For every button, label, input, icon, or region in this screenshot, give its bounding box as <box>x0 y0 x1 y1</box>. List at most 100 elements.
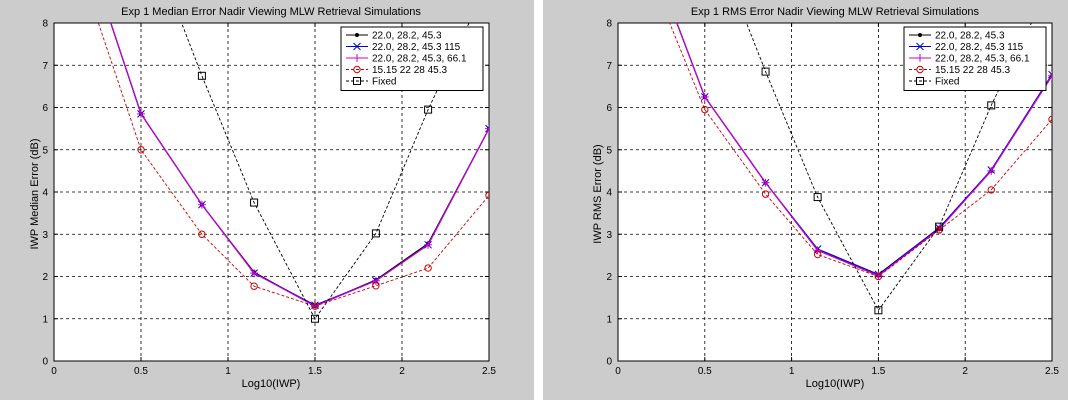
series-4 <box>745 23 1032 315</box>
data-point <box>197 71 206 80</box>
data-point <box>761 178 770 187</box>
tick-labels: 0 0.5 1 1.5 2 2.5 0 1 2 3 4 5 6 7 8 <box>606 19 1059 378</box>
marker-dot <box>918 33 922 37</box>
data-point <box>424 240 433 249</box>
data-point <box>250 282 258 290</box>
y-tick-label: 6 <box>42 103 48 114</box>
data-point <box>250 269 259 278</box>
marker-square <box>424 105 433 114</box>
marker-square <box>987 101 996 110</box>
marker-circle <box>916 65 924 74</box>
x-tick-label: 0.5 <box>698 366 712 377</box>
data-point <box>1048 115 1052 124</box>
legend-label: Fixed <box>935 77 959 88</box>
legend-item: 22.0, 28.2, 45.3 115 <box>346 42 461 53</box>
marker-x-stroke <box>353 42 361 51</box>
legend-label: 15.15 22 28 45.3 <box>372 65 448 76</box>
y-tick-label: 2 <box>42 272 48 283</box>
marker-x-stroke <box>1048 73 1052 79</box>
x-tick-label: 2.5 <box>482 366 496 377</box>
y-tick-label: 8 <box>606 19 612 30</box>
legend: 22.0, 28.2, 45.322.0, 28.2, 45.3 11522.0… <box>903 26 1047 91</box>
marker-x-stroke <box>485 127 489 133</box>
x-tick-label: 2 <box>399 366 405 377</box>
legend: 22.0, 28.2, 45.322.0, 28.2, 45.3 11522.0… <box>340 26 484 91</box>
marker-square <box>353 77 361 85</box>
data-point <box>987 101 996 110</box>
marker-x-stroke <box>485 124 489 130</box>
legend-label: 22.0, 28.2, 45.3, 66.1 <box>372 54 467 65</box>
legend-box <box>903 26 1047 91</box>
x-tick-label: 0 <box>615 366 621 377</box>
x-tick-label: 1 <box>789 366 795 377</box>
legend-label: 22.0, 28.2, 45.3 <box>935 31 1005 42</box>
data-point <box>987 186 995 194</box>
marker-dot <box>355 33 359 37</box>
x-tick-label: 0.5 <box>134 366 148 377</box>
legend-marker <box>355 33 359 37</box>
y-tick-label: 2 <box>606 272 612 283</box>
y-tick-label: 3 <box>606 230 612 241</box>
x-tick-label: 2.5 <box>1045 366 1059 377</box>
y-tick-label: 6 <box>606 103 612 114</box>
data-point <box>874 272 883 281</box>
y-tick-label: 4 <box>606 188 612 199</box>
rms-error-chart: Exp 1 RMS Error Nadir Viewing MLW Retrie… <box>592 6 1059 390</box>
legend-marker <box>918 33 922 37</box>
legend-marker <box>916 65 924 74</box>
series-line <box>669 23 1052 278</box>
data-point <box>424 264 432 272</box>
marker-square <box>311 314 319 323</box>
marker-square <box>916 77 924 85</box>
y-tick-label: 7 <box>42 61 48 72</box>
y-tick-label: 7 <box>606 61 612 72</box>
y-tick-label: 5 <box>42 145 48 156</box>
marker-circle <box>701 105 709 114</box>
marker-square <box>250 198 259 207</box>
series-line <box>110 23 489 307</box>
data-point <box>701 105 709 114</box>
series-layer <box>97 23 489 323</box>
legend-item: 15.15 22 28 45.3 <box>909 65 1011 76</box>
marker-circle <box>250 282 258 290</box>
chart-title: Exp 1 Median Error Nadir Viewing MLW Ret… <box>121 6 421 18</box>
y-tick-label: 0 <box>606 357 612 368</box>
legend-item: 15.15 22 28 45.3 <box>346 65 448 76</box>
marker-square <box>935 222 944 231</box>
legend-marker <box>916 54 924 62</box>
marker-square <box>197 71 206 80</box>
legend-item: 22.0, 28.2, 45.3 <box>346 31 442 42</box>
marker-circle <box>761 190 770 198</box>
data-point <box>761 190 770 198</box>
x-tick-label: 1.5 <box>871 366 885 377</box>
legend-item: 22.0, 28.2, 45.3 <box>909 31 1005 42</box>
legend-marker <box>353 77 361 85</box>
legend-marker <box>353 42 361 51</box>
legend-label: 15.15 22 28 45.3 <box>935 65 1011 76</box>
y-axis-label: IWP Median Error (dB) <box>29 138 41 249</box>
data-point <box>935 222 944 231</box>
legend-marker <box>353 54 361 62</box>
x-axis-label: Log10(IWP) <box>242 378 301 390</box>
x-tick-label: 1.5 <box>308 366 322 377</box>
data-point <box>485 124 489 133</box>
data-point <box>371 229 380 238</box>
data-point <box>250 198 259 207</box>
marker-circle <box>198 230 206 238</box>
y-tick-label: 0 <box>42 357 48 368</box>
legend-marker <box>353 65 361 74</box>
y-tick-label: 1 <box>606 314 612 325</box>
marker-x-stroke <box>916 42 924 51</box>
data-point <box>1048 70 1052 79</box>
legend-item: 22.0, 28.2, 45.3, 66.1 <box>346 54 467 65</box>
series-4 <box>181 23 470 323</box>
data-point <box>813 250 822 259</box>
y-tick-label: 8 <box>42 19 48 30</box>
legend-item: Fixed <box>346 77 396 88</box>
tick-labels: 0 0.5 1 1.5 2 2.5 0 1 2 3 4 5 6 7 8 <box>42 19 496 378</box>
marker-square <box>761 67 770 76</box>
marker-circle <box>372 282 380 290</box>
data-point <box>813 246 822 255</box>
data-point <box>987 166 996 175</box>
data-point <box>372 282 380 290</box>
